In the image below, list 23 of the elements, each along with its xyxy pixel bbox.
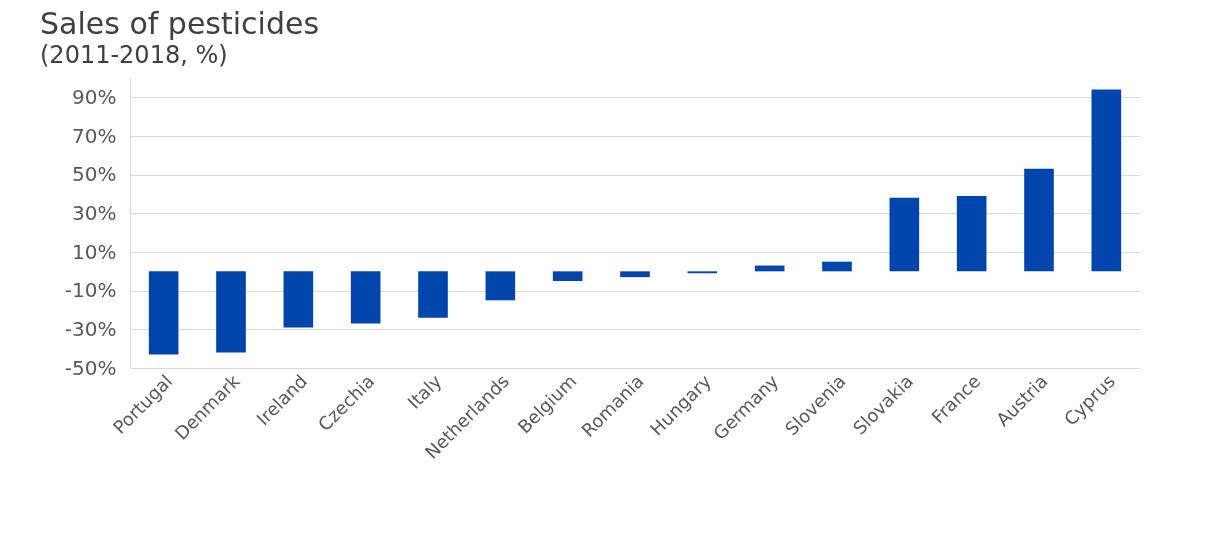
y-tick-label: 30% <box>72 200 117 225</box>
bar <box>1091 89 1122 272</box>
y-tick-label: 90% <box>72 84 117 109</box>
y-tick-label: -10% <box>64 278 117 303</box>
bar <box>216 271 246 353</box>
bar <box>956 195 987 272</box>
bar <box>485 271 516 301</box>
y-tick-label: 70% <box>72 123 117 148</box>
chart-subtitle: (2011-2018, %) <box>40 41 228 69</box>
bar <box>283 271 314 328</box>
y-tick-label: -30% <box>64 316 117 341</box>
bar <box>148 271 179 355</box>
bar <box>1024 168 1054 272</box>
y-tick-label: -50% <box>64 355 117 380</box>
bar <box>552 271 583 281</box>
bar <box>418 271 448 318</box>
y-tick-label: 10% <box>72 239 117 264</box>
chart-title: Sales of pesticides <box>40 6 320 41</box>
bar <box>822 261 852 272</box>
y-tick-label: 50% <box>72 162 117 187</box>
bar <box>889 197 920 272</box>
bar <box>620 271 650 278</box>
bar <box>350 271 381 324</box>
